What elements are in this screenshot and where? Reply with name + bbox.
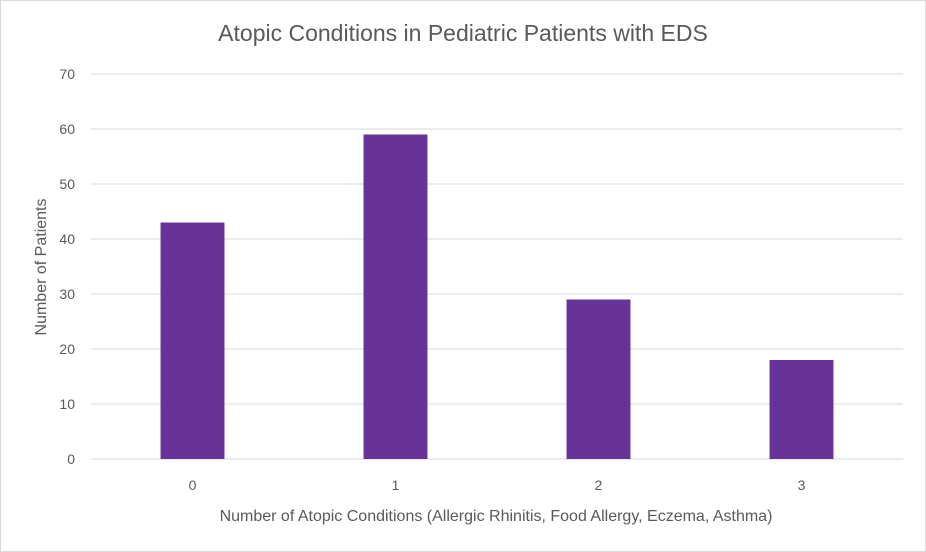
y-tick-label: 30 [59, 286, 75, 302]
y-tick-label: 50 [59, 176, 75, 192]
x-axis-title: Number of Atopic Conditions (Allergic Rh… [220, 508, 773, 525]
bar-2 [566, 299, 631, 459]
y-tick-label: 10 [59, 396, 75, 412]
x-tick-label: 1 [392, 477, 400, 493]
x-tick-label: 0 [189, 477, 197, 493]
bar-1 [363, 134, 428, 459]
chart-title: Atopic Conditions in Pediatric Patients … [218, 20, 708, 46]
x-tick-label: 3 [798, 477, 806, 493]
y-tick-label: 0 [67, 451, 75, 467]
bar-3 [769, 360, 834, 459]
y-tick-label: 20 [59, 341, 75, 357]
bar-0 [160, 222, 225, 459]
y-axis-ticks: 0 10 20 30 40 50 60 70 [59, 66, 75, 467]
y-tick-label: 40 [59, 231, 75, 247]
y-axis-title: Number of Patients [33, 199, 50, 336]
y-tick-label: 60 [59, 121, 75, 137]
bars [160, 134, 834, 459]
x-tick-label: 2 [595, 477, 603, 493]
y-tick-label: 70 [59, 66, 75, 82]
gridlines [91, 73, 903, 460]
x-axis-ticks: 0 1 2 3 [189, 477, 806, 493]
